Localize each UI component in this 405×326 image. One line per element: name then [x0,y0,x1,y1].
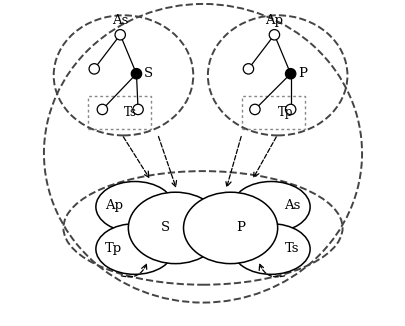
Ellipse shape [96,182,173,232]
Text: P: P [297,67,306,80]
Circle shape [131,68,141,79]
Ellipse shape [232,224,309,274]
Text: Tp: Tp [105,242,122,255]
Ellipse shape [128,192,222,264]
Text: S: S [161,221,170,234]
Circle shape [89,64,99,74]
Bar [87,96,151,129]
Text: P: P [235,221,244,234]
Circle shape [97,104,107,115]
Circle shape [243,64,253,74]
Text: Ap: Ap [265,14,283,27]
Circle shape [115,30,125,40]
Bar [241,96,305,129]
Circle shape [269,30,279,40]
Ellipse shape [96,224,173,274]
Circle shape [132,104,143,115]
Text: Ap: Ap [104,199,122,212]
Text: Ts: Ts [284,242,299,255]
Ellipse shape [232,182,309,232]
Circle shape [285,104,295,115]
Circle shape [249,104,260,115]
Text: Ts: Ts [123,106,136,119]
Circle shape [285,68,295,79]
Ellipse shape [183,192,277,264]
Text: S: S [143,67,152,80]
Text: As: As [284,199,300,212]
Text: As: As [112,14,128,27]
Text: Tp: Tp [277,106,292,119]
